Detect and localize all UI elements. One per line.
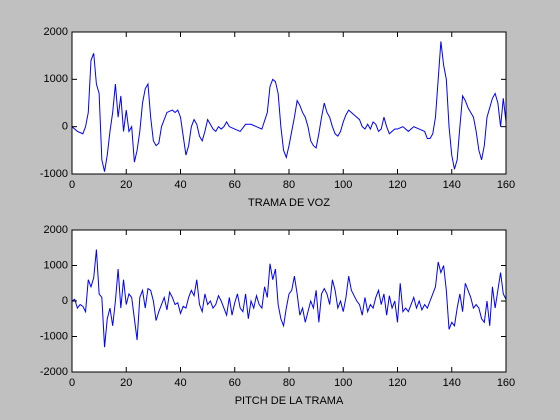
y-tick-label: -1000 xyxy=(40,168,68,180)
plot-area xyxy=(72,32,506,174)
y-tick-label: 2000 xyxy=(44,26,68,38)
x-tick-label: 80 xyxy=(283,179,295,191)
x-tick-label: 60 xyxy=(229,377,241,389)
x-tick-label: 40 xyxy=(174,179,186,191)
x-tick-label: 120 xyxy=(388,179,406,191)
x-tick-label: 80 xyxy=(283,377,295,389)
x-tick-label: 140 xyxy=(443,377,461,389)
x-tick-label: 20 xyxy=(120,179,132,191)
x-tick-label: 20 xyxy=(120,377,132,389)
x-axis-label: TRAMA DE VOZ xyxy=(248,197,330,209)
y-tick-label: 0 xyxy=(62,121,68,133)
y-tick-label: 2000 xyxy=(44,224,68,236)
y-tick-label: -1000 xyxy=(40,330,68,342)
x-tick-label: 0 xyxy=(69,377,75,389)
x-tick-label: 160 xyxy=(497,377,515,389)
x-axis-label: PITCH DE LA TRAMA xyxy=(235,395,344,407)
y-tick-label: 1000 xyxy=(44,259,68,271)
x-tick-label: 100 xyxy=(334,179,352,191)
y-tick-label: 0 xyxy=(62,295,68,307)
x-tick-label: 40 xyxy=(174,377,186,389)
plot-area xyxy=(72,230,506,372)
y-tick-label: 1000 xyxy=(44,73,68,85)
signal-line xyxy=(71,249,507,348)
x-tick-label: 60 xyxy=(229,179,241,191)
signal-line xyxy=(71,41,507,172)
x-tick-label: 100 xyxy=(334,377,352,389)
x-tick-label: 140 xyxy=(443,179,461,191)
x-tick-label: 0 xyxy=(69,179,75,191)
x-tick-label: 120 xyxy=(388,377,406,389)
y-tick-label: -2000 xyxy=(40,366,68,378)
x-tick-label: 160 xyxy=(497,179,515,191)
